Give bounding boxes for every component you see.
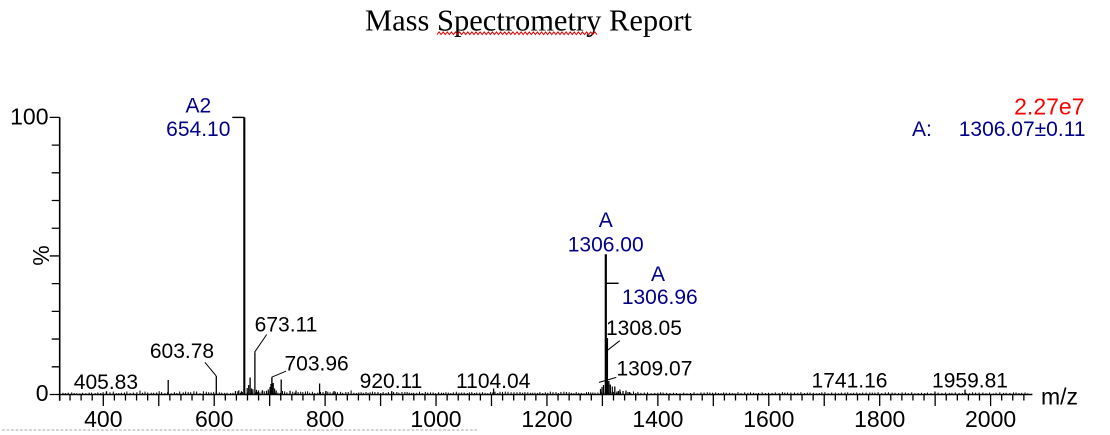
svg-text:800: 800 [306, 406, 344, 432]
svg-text:2000: 2000 [965, 406, 1016, 432]
svg-text:A: A [599, 209, 613, 232]
svg-text:1741.16: 1741.16 [812, 370, 888, 393]
svg-text:%: % [28, 245, 54, 265]
svg-text:405.83: 405.83 [74, 371, 138, 394]
svg-text:1306.00: 1306.00 [568, 234, 644, 257]
svg-text:1400: 1400 [632, 406, 683, 432]
svg-text:100: 100 [10, 104, 48, 130]
svg-text:603.78: 603.78 [150, 340, 214, 363]
svg-text:600: 600 [195, 406, 233, 432]
svg-text:1600: 1600 [743, 406, 794, 432]
svg-text:1104.04: 1104.04 [456, 370, 531, 393]
svg-text:1308.05: 1308.05 [606, 317, 682, 340]
svg-text:1000: 1000 [410, 406, 461, 432]
svg-text:920.11: 920.11 [360, 370, 423, 393]
svg-text:1800: 1800 [854, 406, 905, 432]
svg-text:0: 0 [36, 380, 49, 406]
svg-text:1306.07±0.11: 1306.07±0.11 [959, 118, 1086, 141]
svg-text:654.10: 654.10 [166, 118, 230, 141]
svg-text:673.11: 673.11 [255, 314, 318, 337]
svg-text:m/z: m/z [1041, 384, 1078, 410]
svg-text:1959.81: 1959.81 [932, 370, 1008, 393]
svg-text:1200: 1200 [521, 406, 572, 432]
svg-text:A:: A: [912, 118, 932, 141]
svg-text:1309.07: 1309.07 [617, 358, 693, 381]
svg-text:1306.96: 1306.96 [622, 286, 698, 309]
svg-text:2.27e7: 2.27e7 [1014, 94, 1084, 120]
svg-text:A: A [651, 263, 665, 286]
svg-text:703.96: 703.96 [284, 353, 348, 376]
svg-text:A2: A2 [185, 95, 211, 118]
svg-text:400: 400 [84, 406, 122, 432]
